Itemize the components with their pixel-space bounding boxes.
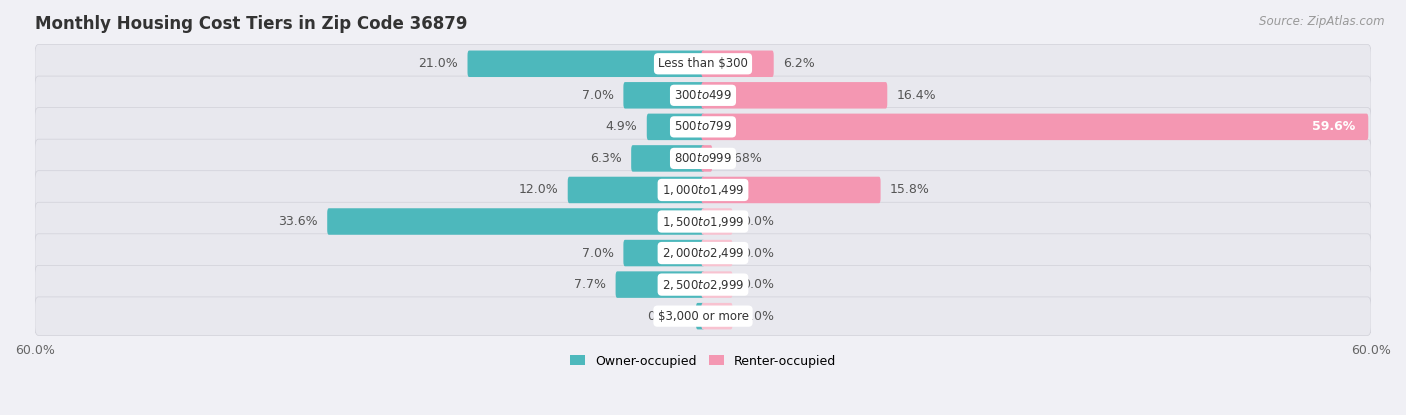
Text: 15.8%: 15.8% — [890, 183, 929, 196]
FancyBboxPatch shape — [35, 234, 1371, 272]
FancyBboxPatch shape — [616, 271, 704, 298]
FancyBboxPatch shape — [647, 114, 704, 140]
Text: 4.9%: 4.9% — [606, 120, 637, 133]
Text: 0.0%: 0.0% — [742, 247, 773, 259]
Text: 16.4%: 16.4% — [897, 89, 936, 102]
FancyBboxPatch shape — [623, 82, 704, 109]
Text: $300 to $499: $300 to $499 — [673, 89, 733, 102]
Text: $3,000 or more: $3,000 or more — [658, 310, 748, 322]
FancyBboxPatch shape — [35, 107, 1371, 146]
Legend: Owner-occupied, Renter-occupied: Owner-occupied, Renter-occupied — [565, 349, 841, 373]
Text: 59.6%: 59.6% — [1312, 120, 1355, 133]
Text: 0.0%: 0.0% — [742, 310, 773, 322]
FancyBboxPatch shape — [35, 139, 1371, 178]
FancyBboxPatch shape — [35, 265, 1371, 304]
FancyBboxPatch shape — [702, 240, 733, 266]
FancyBboxPatch shape — [328, 208, 704, 235]
Text: 0.68%: 0.68% — [721, 152, 762, 165]
FancyBboxPatch shape — [702, 145, 713, 172]
FancyBboxPatch shape — [702, 114, 1368, 140]
FancyBboxPatch shape — [568, 177, 704, 203]
FancyBboxPatch shape — [35, 297, 1371, 335]
Text: Monthly Housing Cost Tiers in Zip Code 36879: Monthly Housing Cost Tiers in Zip Code 3… — [35, 15, 467, 33]
Text: 0.48%: 0.48% — [647, 310, 686, 322]
FancyBboxPatch shape — [696, 303, 704, 330]
Text: 7.0%: 7.0% — [582, 247, 614, 259]
FancyBboxPatch shape — [623, 240, 704, 266]
FancyBboxPatch shape — [35, 171, 1371, 209]
Text: Source: ZipAtlas.com: Source: ZipAtlas.com — [1260, 15, 1385, 27]
FancyBboxPatch shape — [35, 44, 1371, 83]
FancyBboxPatch shape — [468, 51, 704, 77]
FancyBboxPatch shape — [702, 51, 773, 77]
FancyBboxPatch shape — [702, 303, 733, 330]
FancyBboxPatch shape — [35, 76, 1371, 115]
FancyBboxPatch shape — [35, 202, 1371, 241]
Text: 7.7%: 7.7% — [574, 278, 606, 291]
Text: 21.0%: 21.0% — [419, 57, 458, 70]
Text: $500 to $799: $500 to $799 — [673, 120, 733, 133]
FancyBboxPatch shape — [631, 145, 704, 172]
Text: $2,000 to $2,499: $2,000 to $2,499 — [662, 246, 744, 260]
Text: 0.0%: 0.0% — [742, 278, 773, 291]
Text: 0.0%: 0.0% — [742, 215, 773, 228]
FancyBboxPatch shape — [702, 208, 733, 235]
FancyBboxPatch shape — [702, 271, 733, 298]
Text: $2,500 to $2,999: $2,500 to $2,999 — [662, 278, 744, 292]
Text: 7.0%: 7.0% — [582, 89, 614, 102]
Text: $800 to $999: $800 to $999 — [673, 152, 733, 165]
Text: $1,500 to $1,999: $1,500 to $1,999 — [662, 215, 744, 229]
FancyBboxPatch shape — [702, 177, 880, 203]
Text: 33.6%: 33.6% — [278, 215, 318, 228]
Text: Less than $300: Less than $300 — [658, 57, 748, 70]
FancyBboxPatch shape — [702, 82, 887, 109]
Text: 6.2%: 6.2% — [783, 57, 815, 70]
Text: 12.0%: 12.0% — [519, 183, 558, 196]
Text: $1,000 to $1,499: $1,000 to $1,499 — [662, 183, 744, 197]
Text: 6.3%: 6.3% — [591, 152, 621, 165]
